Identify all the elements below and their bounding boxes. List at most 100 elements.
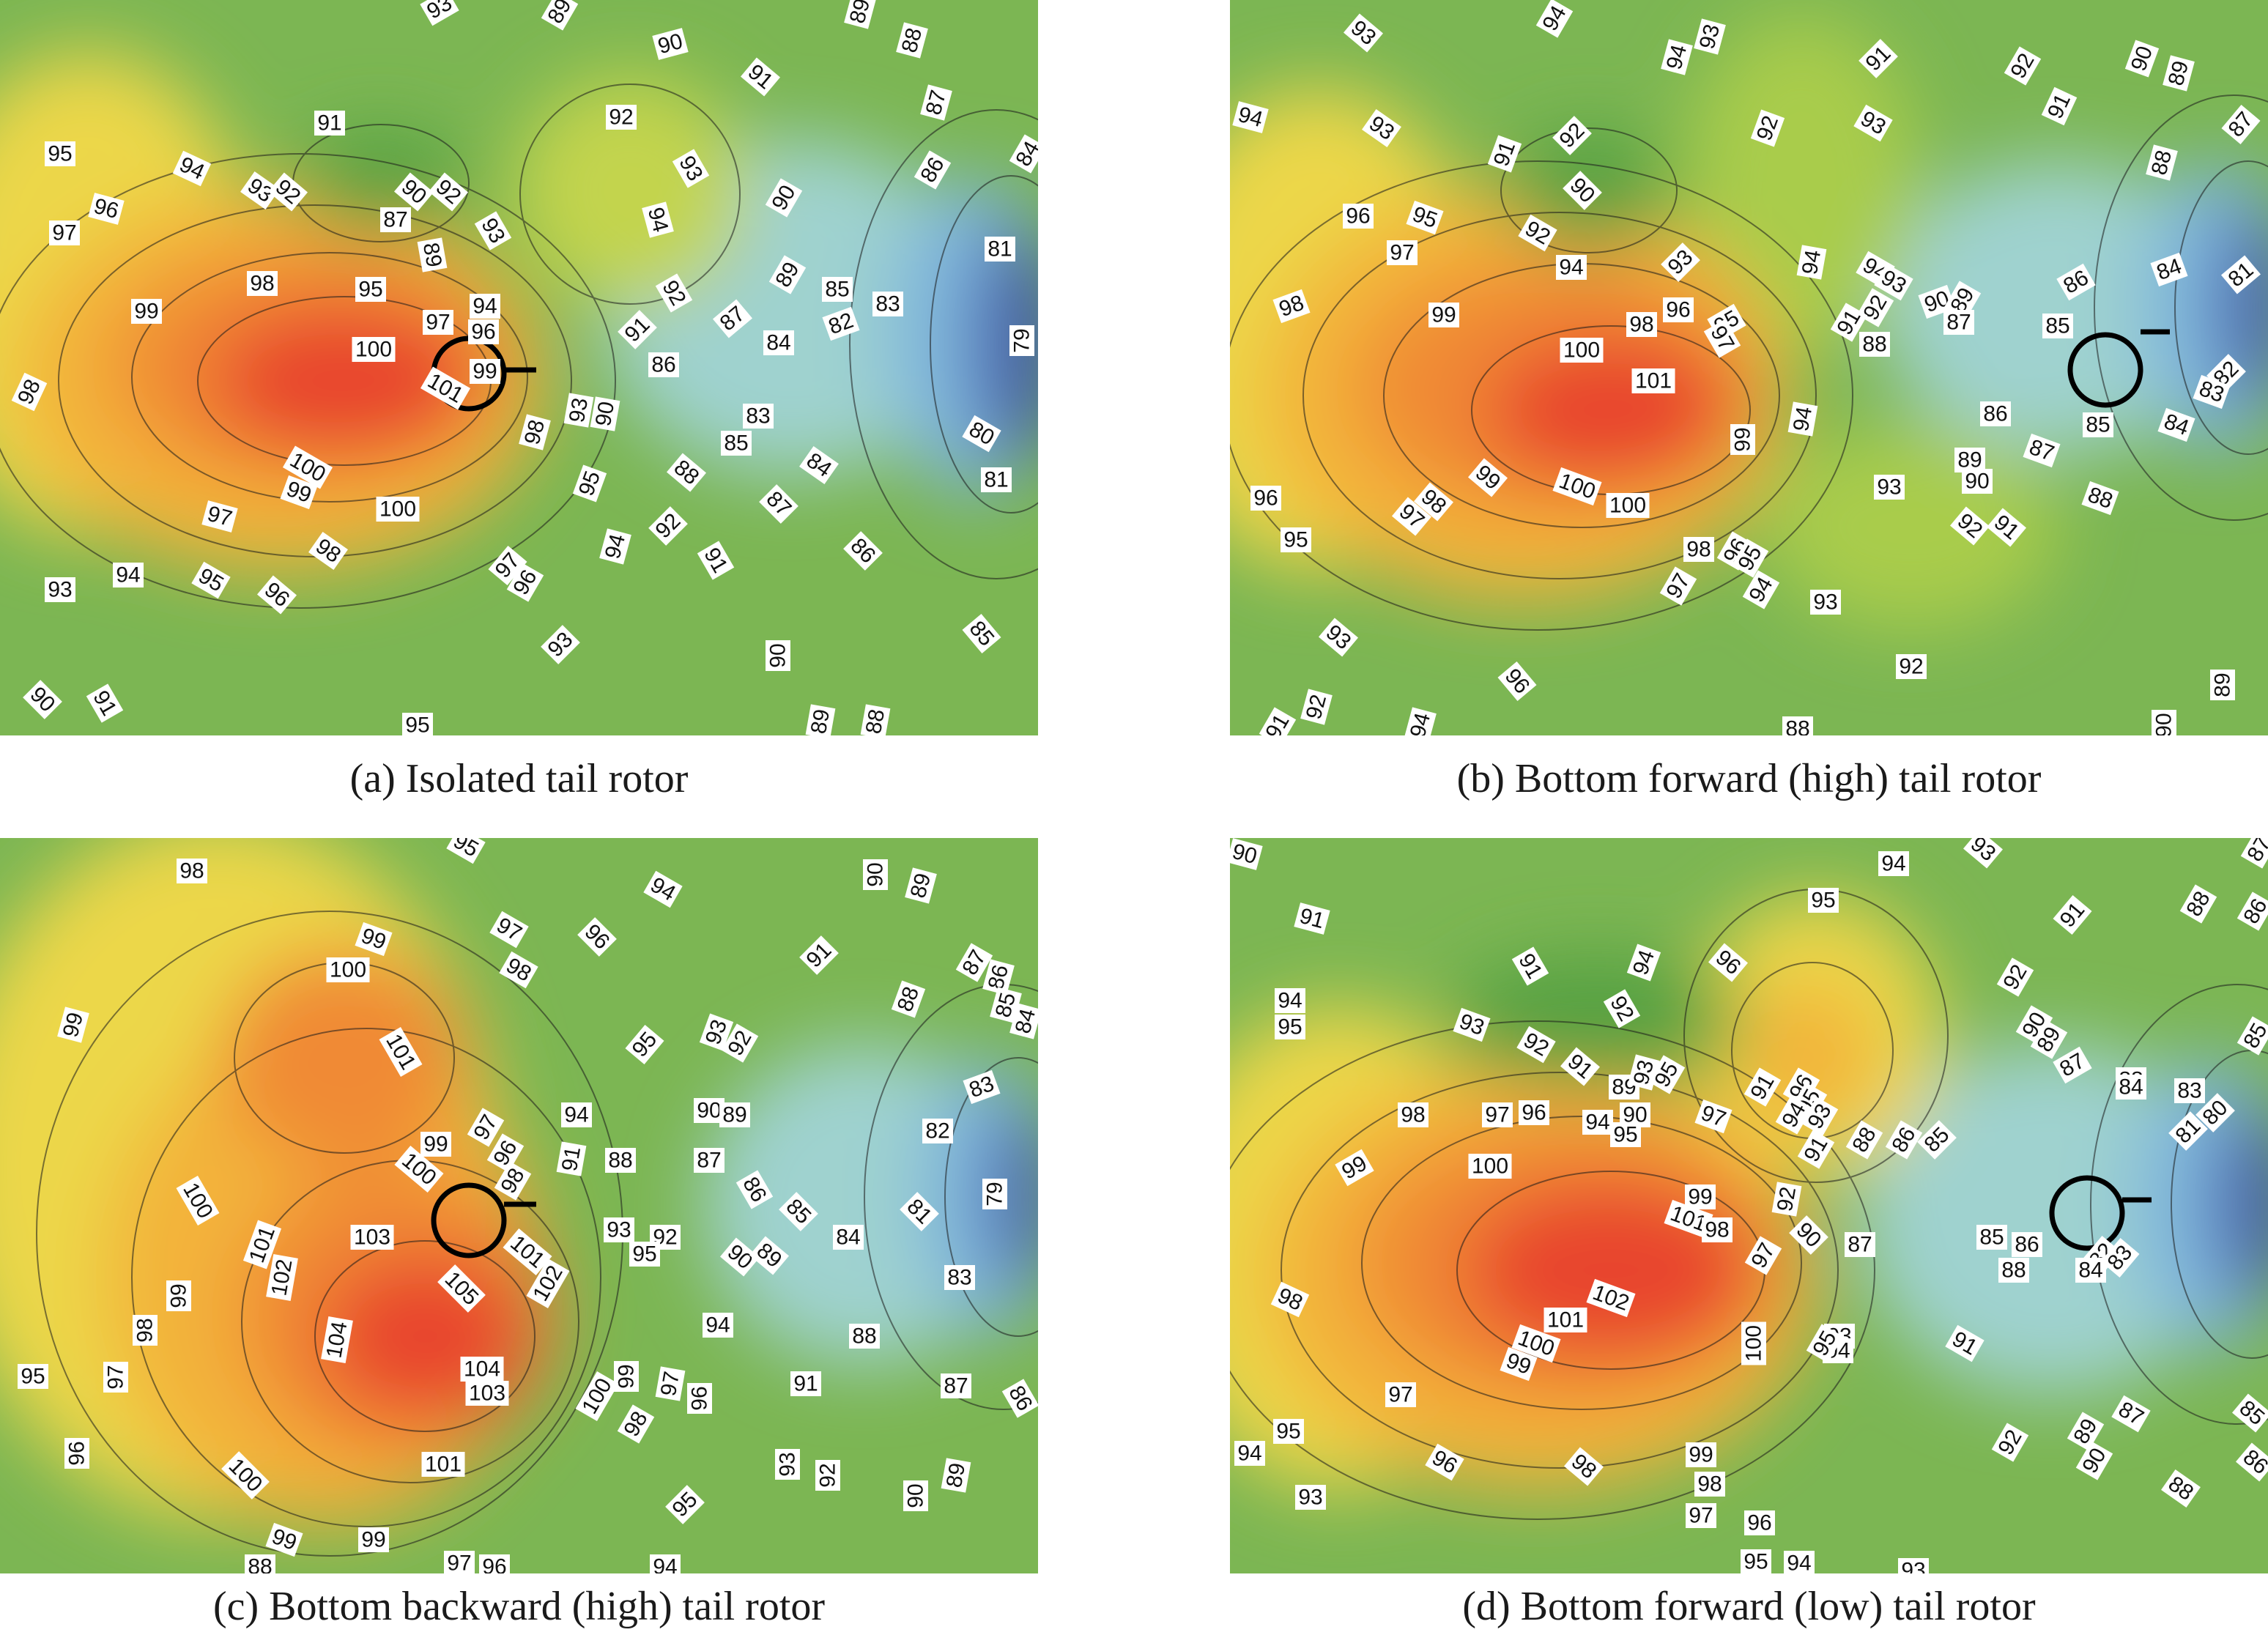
contour-label: 96 [64,1438,89,1469]
contour-label: 89 [719,1102,750,1127]
contour-label-text: 85 [2086,413,2110,437]
contour-label: 87 [941,1373,971,1398]
contour-label: 94 [1661,39,1693,75]
contour-label: 88 [1782,716,1813,735]
contour-label-bg [1482,1102,1513,1127]
contour-label-text: 95 [1276,1420,1300,1444]
contour-label: 91 [556,1141,587,1176]
contour-label-bg [648,352,679,377]
contour-label: 100 [1468,1154,1512,1179]
contour-label: 89 [417,237,448,272]
contour-label-text: 84 [766,331,790,355]
contour-label: 94 [1232,101,1269,133]
contour-label-bg [1716,531,1754,571]
contour-label-bg [176,1175,220,1226]
contour-label-bg [1742,570,1780,609]
contour-label-bg [1702,1217,1732,1242]
contour-label-text: 94 [116,563,140,587]
contour-label-bg [1582,1110,1613,1135]
contour-label-text: 103 [354,1226,390,1250]
contour-label-text: 84 [836,1226,860,1250]
contour-label: 98 [247,271,278,296]
contour-label: 99 [358,1527,389,1552]
contour-label-text: 92 [1773,1185,1801,1214]
contour-label-text: 98 [1401,1103,1425,1127]
contour-label-bg [393,172,434,212]
contour-label-bg [1300,689,1333,725]
contour-label: 95 [1741,1549,1771,1573]
contour-label-bg [1782,716,1813,735]
contour-label-bg [326,957,370,982]
contour-label-bg [1453,1007,1491,1042]
contour-label-bg [1259,707,1297,735]
contour-label-text: 97 [426,311,450,335]
contour-label: 91 [314,111,345,136]
contour-label-bg [1497,661,1537,702]
contour-label: 79 [982,1179,1007,1209]
contour-label-text: 98 [1705,1218,1729,1242]
contour-label: 94 [1556,255,1587,280]
contour-label: 100 [1560,338,1604,363]
contour-label-bg [460,1357,504,1382]
contour-label: 93 [45,577,75,602]
contour-label: 94 [642,201,674,238]
contour-label-bg [1986,508,2027,547]
contour-label-bg [1518,214,1557,252]
contour-label-bg [266,1253,298,1302]
contour-label-bg [423,310,453,335]
contour-label: 97 [655,1366,686,1401]
contour-label-text: 99 [1689,1443,1713,1467]
contour-label: 85 [2042,314,2073,338]
contour-label-bg [503,1228,552,1275]
contour-label: 82 [822,306,860,341]
contour-label-bg [1500,1346,1538,1382]
contour-label: 90 [1230,838,1263,870]
contour-label-bg [1949,506,1990,546]
contour-label-text: 88 [861,708,889,735]
contour-label: 83 [944,1265,975,1290]
contour-label-text: 93 [1298,1486,1322,1510]
contour-label-bg [572,464,607,503]
contour-label-bg [1744,1236,1782,1275]
contour-label: 100 [1741,1321,1766,1365]
contour-label-bg [470,359,500,384]
contour-label-bg [1991,1423,2029,1462]
contour-label-bg [2081,481,2119,516]
contour-label-bg [402,713,433,735]
contour-label: 96 [88,193,125,225]
contour-label-bg [1683,537,1714,562]
contour-label: 93 [1874,475,1905,500]
contour-label-bg [790,1371,821,1396]
contour-label-bg [719,1237,760,1277]
contour-label-bg [1294,902,1330,935]
contour-label-bg [2161,1469,2201,1508]
contour-label: 88 [860,704,891,735]
contour-label-bg [703,1313,733,1338]
contour-label-bg [1001,1379,1038,1418]
contour-label-bg [1232,101,1269,133]
contour-label-bg [468,319,499,344]
contour-label-bg [245,1554,275,1573]
contour-label: 89 [2210,670,2235,700]
contour-label-bg [655,273,693,313]
contour-label-text: 87 [1946,311,1971,335]
contour-label-bg [172,150,212,187]
contour-label: 96 [1663,297,1694,322]
contour-label-bg [2053,894,2092,935]
contour-label-bg [1343,204,1374,229]
contour-label: 100 [352,337,396,362]
contour-label-bg [1234,1441,1265,1466]
contour-label-bg [1404,707,1437,735]
contour-label-bg [922,1119,953,1143]
contour-label: 90 [863,859,888,890]
contour-label-text: 91 [317,111,341,136]
contour-label-text: 84 [2078,1258,2102,1283]
contour-label-bg [541,0,579,31]
contour-label-bg [903,1480,928,1511]
contour-label: 95 [1281,527,1311,552]
contour-label: 96 [468,319,499,344]
contour-label-bg [779,1192,818,1231]
contour-label: 96 [1343,204,1374,229]
contour-label-text: 94 [1789,405,1817,434]
contour-label-bg [380,207,411,232]
